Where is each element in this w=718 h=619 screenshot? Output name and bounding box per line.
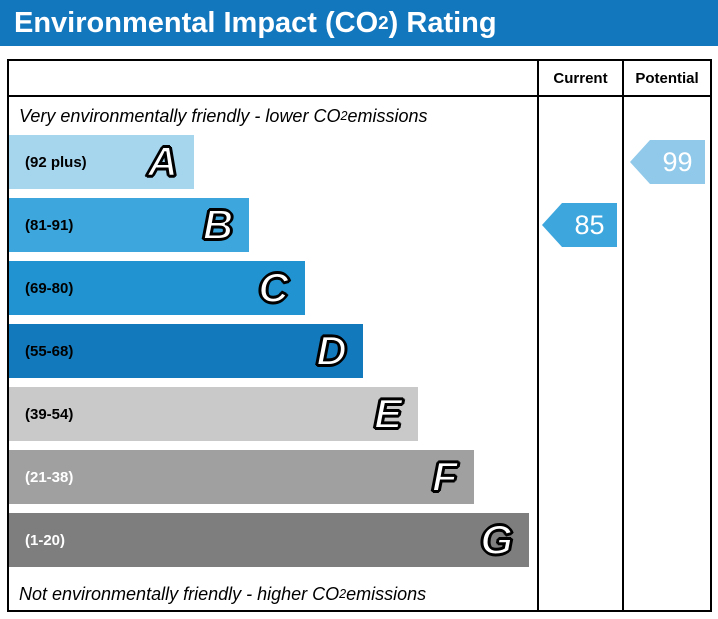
current-column-header: Current [537, 61, 622, 97]
bottom-note: Not environmentally friendly - higher CO… [19, 583, 427, 604]
band-g-letter: G [479, 516, 514, 563]
band-d-letter: D [315, 327, 347, 374]
top-note: Very environmentally friendly - lower CO… [19, 105, 428, 126]
band-f: (21-38) F [9, 450, 474, 504]
potential-rating-arrow: 99 [630, 140, 705, 184]
band-a: (92 plus) A [9, 135, 194, 189]
band-a-range: (92 plus) [25, 153, 87, 171]
current-arrow-point-icon [542, 203, 562, 247]
potential-column: 99 [622, 97, 710, 612]
band-b-range: (81-91) [25, 216, 74, 234]
band-f-letter: F [431, 453, 459, 500]
current-rating-value: 85 [562, 203, 617, 247]
band-b-letter: B [202, 201, 234, 248]
band-c: (69-80) C [9, 261, 305, 315]
current-rating-arrow: 85 [542, 203, 617, 247]
band-g-range: (1-20) [25, 531, 66, 549]
page-title-suffix: ) Rating [388, 6, 497, 39]
page-title-text: Environmental Impact (CO [14, 6, 379, 39]
header-spacer [9, 61, 537, 97]
band-f-range: (21-38) [25, 468, 74, 486]
band-c-letter: C [257, 264, 289, 311]
band-e-range: (39-54) [25, 405, 74, 423]
page-title: Environmental Impact (CO 2) Rating [0, 0, 718, 46]
band-b: (81-91) B [9, 198, 250, 252]
band-a-letter: A [146, 138, 178, 185]
band-c-range: (69-80) [25, 279, 74, 297]
bands-column: Very environmentally friendly - lower CO… [9, 97, 537, 612]
band-d-range: (55-68) [25, 342, 74, 360]
potential-column-header: Potential [622, 61, 710, 97]
epc-rating-chart: Current Potential Very environmentally f… [7, 59, 712, 612]
page-title-subscript: 2 [378, 12, 389, 33]
band-e-letter: E [373, 390, 403, 437]
band-d: (55-68) D [9, 324, 363, 378]
potential-arrow-point-icon [630, 140, 650, 184]
potential-rating-value: 99 [650, 140, 705, 184]
current-column: 85 [537, 97, 622, 612]
band-g: (1-20) G [9, 513, 530, 567]
band-e: (39-54) E [9, 387, 419, 441]
